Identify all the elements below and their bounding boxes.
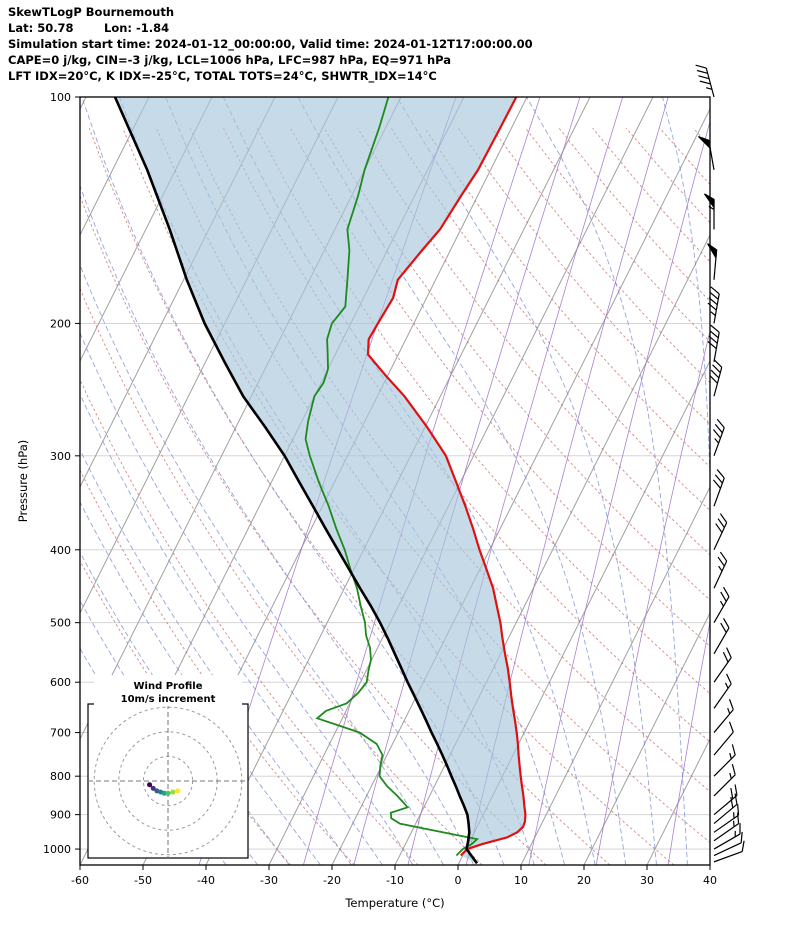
y-tick-label: 500 <box>50 617 71 630</box>
hodograph-point <box>166 791 171 796</box>
wind-barb <box>713 419 724 456</box>
x-tick-label: 20 <box>577 874 591 887</box>
x-tick-label: -10 <box>386 874 404 887</box>
wind-barb <box>714 764 735 796</box>
header: SkewTLogP Bournemouth Lat: 50.78 Lon: -1… <box>8 5 533 84</box>
x-tick-label: -50 <box>134 874 152 887</box>
y-tick-label: 1000 <box>43 843 71 856</box>
indices-line-1: CAPE=0 j/kg, CIN=-3 j/kg, LCL=1006 hPa, … <box>8 53 451 67</box>
sim-times-label: Simulation start time: 2024-01-12_00:00:… <box>8 37 533 52</box>
hodograph-inset <box>88 704 248 858</box>
wind-barb <box>708 244 717 280</box>
hodograph-point <box>170 790 175 795</box>
x-tick-label: 10 <box>514 874 528 887</box>
isotherm-line <box>0 97 86 865</box>
wind-barb <box>696 65 714 97</box>
y-tick-label: 700 <box>50 727 71 740</box>
moist-adiabat-line <box>750 97 761 865</box>
x-tick-label: 40 <box>703 874 717 887</box>
latitude-label: Lat: 50.78 <box>8 21 74 35</box>
wind-barb <box>714 514 727 550</box>
y-tick-label: 900 <box>50 809 71 822</box>
x-tick-label: 0 <box>455 874 462 887</box>
y-tick-label: 200 <box>50 317 71 330</box>
hodograph-titles: Wind Profile 10m/s increment <box>94 675 242 706</box>
isotherm-line <box>584 97 794 865</box>
y-tick-label: 600 <box>50 676 71 689</box>
x-tick-label: -40 <box>197 874 215 887</box>
y-tick-label: 100 <box>50 91 71 104</box>
x-tick-label: 30 <box>640 874 654 887</box>
y-tick-label: 300 <box>50 450 71 463</box>
wind-barb <box>714 744 735 776</box>
wind-barb <box>714 552 727 588</box>
wind-barb <box>714 587 729 623</box>
x-tick-label: -20 <box>323 874 341 887</box>
x-tick-label: -30 <box>260 874 278 887</box>
longitude-label: Lon: -1.84 <box>104 21 169 35</box>
dry-adiabat-line <box>526 128 794 865</box>
mixing-ratio-line <box>596 97 768 865</box>
isotherm-line <box>521 97 794 865</box>
dry-adiabat-line <box>559 128 794 865</box>
wind-barb <box>710 360 722 397</box>
y-tick-label: 400 <box>50 544 71 557</box>
hodograph-title: Wind Profile <box>134 681 203 692</box>
y-axis-label: Pressure (hPa) <box>16 440 30 523</box>
dry-adiabat-line <box>593 128 794 865</box>
wind-barb <box>713 470 724 507</box>
hodograph-subtitle: 10m/s increment <box>121 694 216 705</box>
moist-adiabat-line <box>527 97 688 865</box>
hodograph-point <box>175 788 180 793</box>
y-tick-label: 800 <box>50 770 71 783</box>
wind-barb <box>704 194 714 230</box>
hodograph-point <box>147 782 152 787</box>
mixing-ratio-line <box>668 97 794 865</box>
dry-adiabat-line <box>660 128 794 865</box>
page-title: SkewTLogP Bournemouth <box>8 5 174 19</box>
x-tick-label: -60 <box>71 874 89 887</box>
wind-barb <box>714 785 737 815</box>
x-axis-label: Temperature (°C) <box>344 896 444 910</box>
wind-barb <box>714 804 739 832</box>
mixing-ratio-line <box>529 97 717 865</box>
wind-barb <box>714 722 733 755</box>
wind-barbs-column <box>696 65 744 862</box>
wind-barb <box>698 137 714 170</box>
dry-adiabat-line <box>492 128 794 865</box>
indices-line-2: LFT IDX=20°C, K IDX=-25°C, TOTAL TOTS=24… <box>8 69 437 84</box>
